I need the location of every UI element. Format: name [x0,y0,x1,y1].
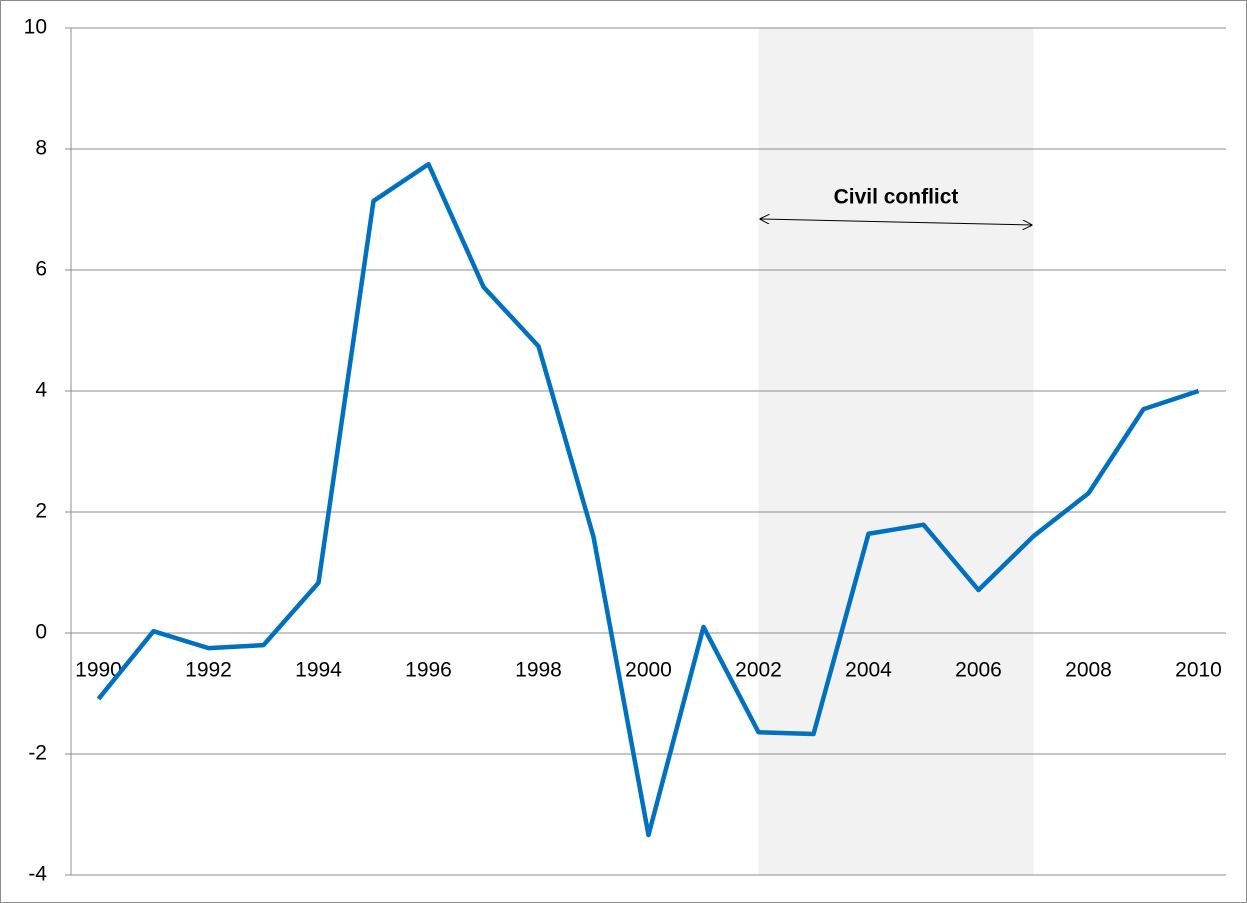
x-tick-label: 1998 [515,659,562,682]
y-tick-label: -4 [28,863,47,886]
x-tick-label: 2010 [1175,659,1222,682]
y-tick-label: 10 [24,16,47,39]
annotation-arrow [761,219,1032,225]
y-tick-label: 6 [35,258,47,281]
y-tick-label: 4 [35,379,47,402]
x-tick-label: 2002 [735,659,782,682]
y-tick-label: 0 [35,621,47,644]
x-tick-label: 1990 [75,659,122,682]
y-tick-label: 8 [35,137,47,160]
x-tick-label: 1996 [405,659,452,682]
x-tick-label: 2000 [625,659,672,682]
x-tick-label: 2004 [845,659,892,682]
x-tick-label: 1994 [295,659,342,682]
data-line [96,161,1200,838]
y-tick-label: -2 [28,742,47,765]
y-tick-label: 2 [35,500,47,523]
x-tick-label: 2006 [955,659,1002,682]
x-tick-label: 1992 [185,659,232,682]
annotation-label: Civil conflict [834,186,959,209]
x-tick-label: 2008 [1065,659,1112,682]
annotation-shade [758,28,1034,875]
